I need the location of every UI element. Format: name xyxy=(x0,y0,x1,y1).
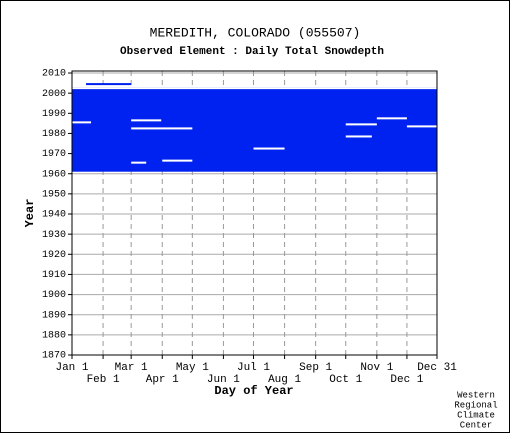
missing-block xyxy=(131,119,162,122)
y-tick-label: 1910 xyxy=(42,270,66,281)
x-tick-label: Apr 1 xyxy=(146,374,179,386)
y-tick-label: 1930 xyxy=(42,230,66,241)
chart-title: MEREDITH, COLORADO (055507) xyxy=(150,25,361,40)
y-tick-label: 1920 xyxy=(42,250,66,261)
y-tick-label: 1980 xyxy=(42,129,66,140)
y-axis-label: Year xyxy=(23,199,37,228)
footer-text: Western xyxy=(457,390,495,400)
x-tick-label: Nov 1 xyxy=(360,362,393,374)
y-tick-label: 1990 xyxy=(42,109,66,120)
chart-subtitle: Observed Element : Daily Total Snowdepth xyxy=(120,46,384,58)
x-tick-label: Dec 1 xyxy=(390,374,423,386)
y-tick-label: 2000 xyxy=(42,89,66,100)
missing-block xyxy=(162,159,193,162)
x-tick-label: Jun 1 xyxy=(207,374,240,386)
y-tick-label: 1940 xyxy=(42,210,66,221)
y-tick-label: 1950 xyxy=(42,190,66,201)
x-tick-label: Jan 1 xyxy=(55,362,88,374)
x-tick-label: May 1 xyxy=(176,362,209,374)
y-tick-label: 1900 xyxy=(42,290,66,301)
x-tick-label: Aug 1 xyxy=(268,374,301,386)
data-block xyxy=(86,83,132,86)
missing-block xyxy=(131,161,147,164)
y-tick-label: 1870 xyxy=(42,351,66,362)
missing-block xyxy=(406,125,437,128)
x-axis-label: Day of Year xyxy=(214,384,293,398)
x-tick-label: Feb 1 xyxy=(87,374,120,386)
y-tick-label: 1970 xyxy=(42,149,66,160)
plot-border xyxy=(71,70,438,356)
x-tick-label: Jul 1 xyxy=(237,362,270,374)
data-block xyxy=(72,87,437,172)
x-tick-label: Oct 1 xyxy=(329,374,362,386)
x-tick-label: Sep 1 xyxy=(299,362,332,374)
footer-text: Regional xyxy=(454,400,497,410)
missing-block xyxy=(131,127,193,130)
x-tick-label: Mar 1 xyxy=(115,362,148,374)
missing-block xyxy=(376,117,407,120)
footer-text: Center xyxy=(460,420,492,430)
y-tick-label: 2010 xyxy=(42,69,66,80)
missing-block xyxy=(253,147,285,150)
footer-text: Climate xyxy=(457,410,495,420)
y-tick-label: 1960 xyxy=(42,169,66,180)
missing-block xyxy=(345,123,377,126)
missing-block xyxy=(72,87,437,90)
x-tick-label: Dec 31 xyxy=(417,362,457,374)
missing-block xyxy=(72,121,92,124)
missing-block xyxy=(345,135,372,138)
y-tick-label: 1880 xyxy=(42,330,66,341)
y-tick-label: 1890 xyxy=(42,310,66,321)
